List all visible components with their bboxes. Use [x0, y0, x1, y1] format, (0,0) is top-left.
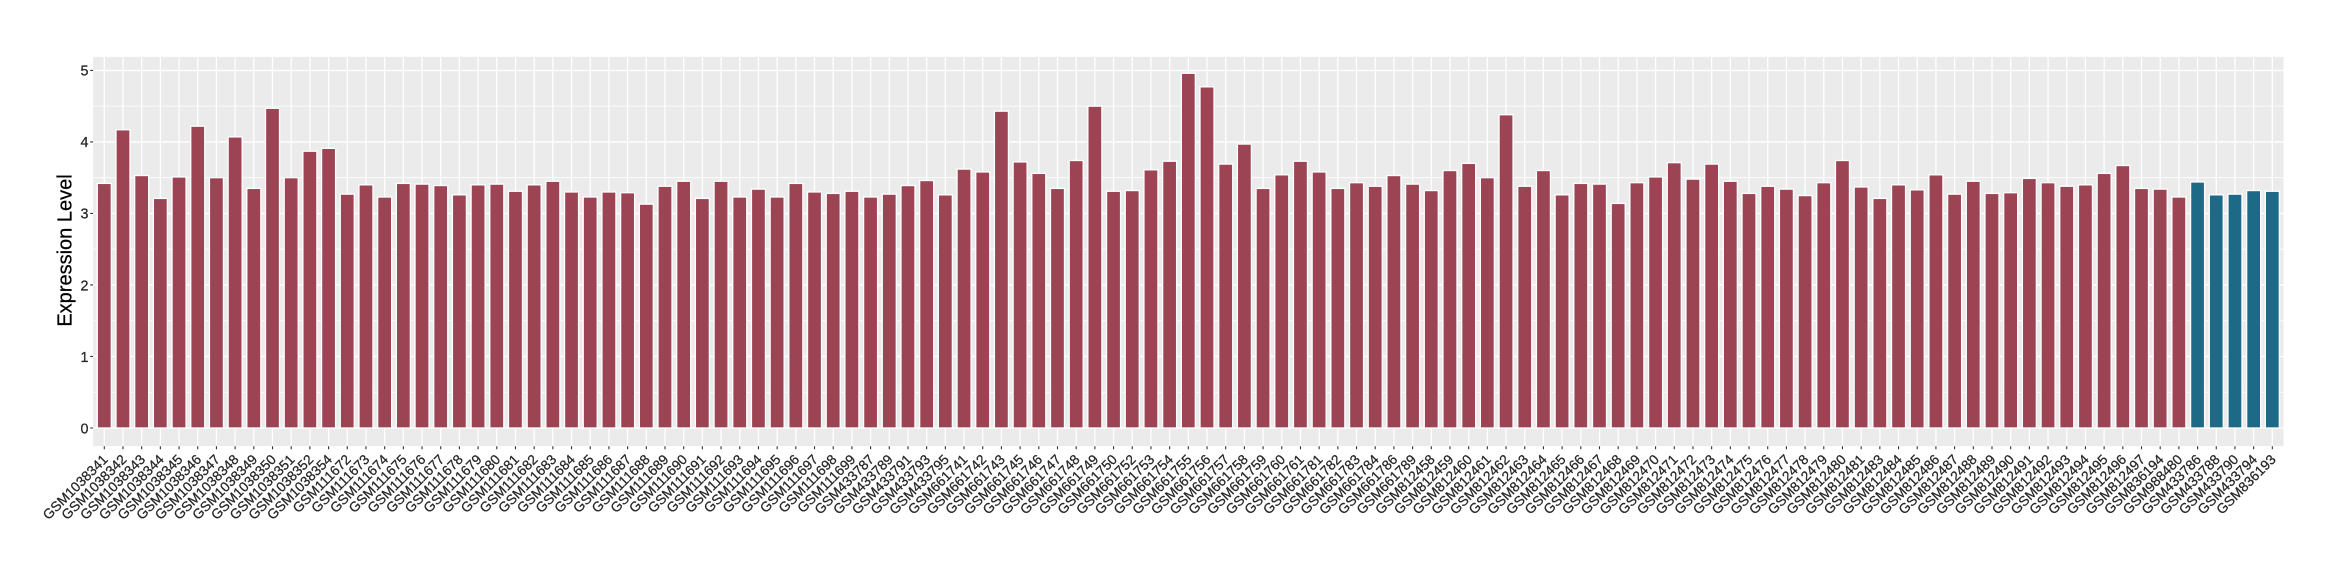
svg-text:0: 0: [80, 421, 88, 437]
svg-text:5: 5: [80, 64, 88, 80]
svg-text:2: 2: [80, 278, 88, 294]
svg-text:1: 1: [80, 350, 88, 366]
svg-text:4: 4: [80, 135, 88, 151]
svg-text:3: 3: [80, 207, 88, 223]
svg-text:Expression Level: Expression Level: [55, 174, 77, 326]
